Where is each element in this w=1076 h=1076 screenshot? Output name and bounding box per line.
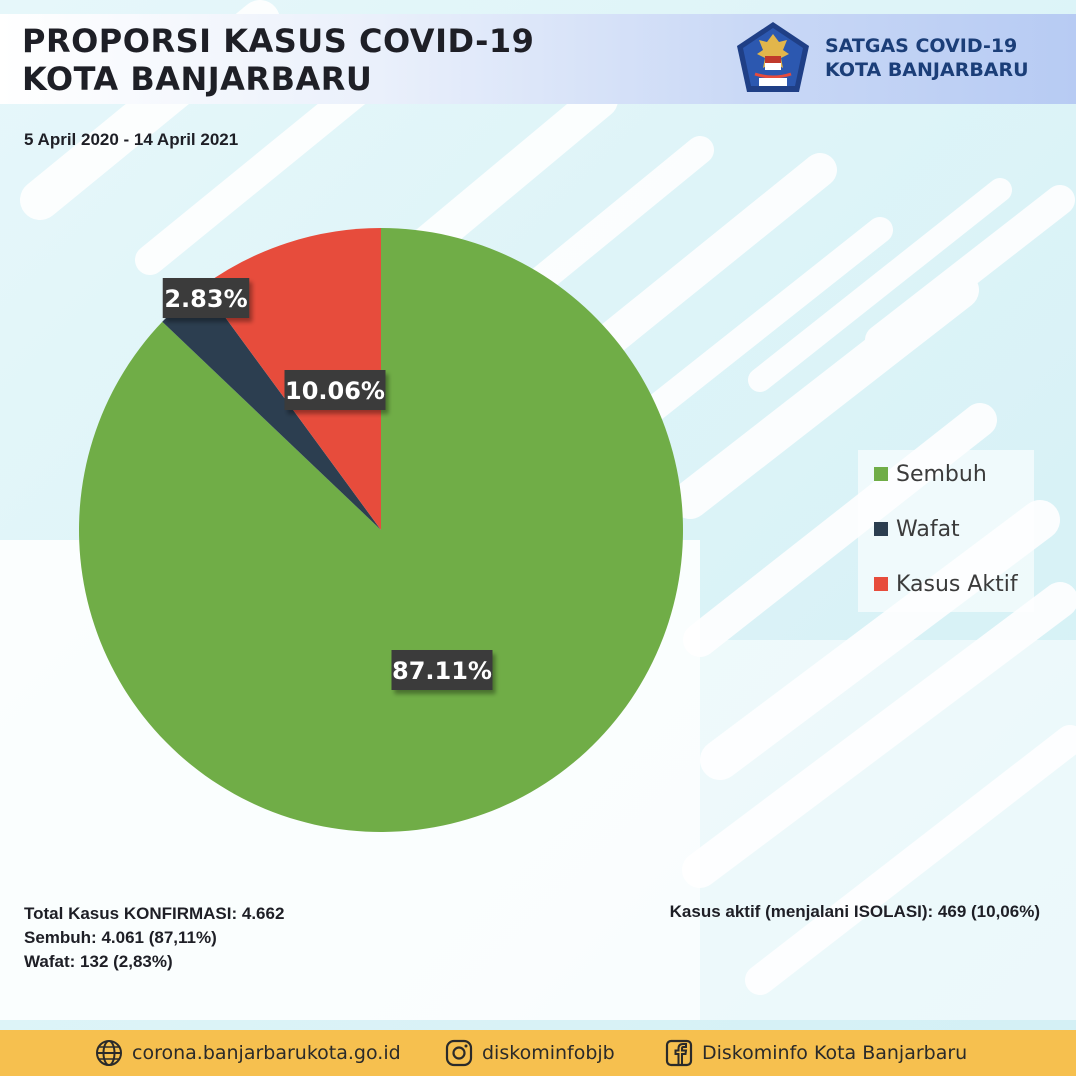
instagram-icon <box>445 1039 473 1067</box>
date-range: 5 April 2020 - 14 April 2021 <box>24 130 239 149</box>
data-label-box <box>162 278 250 318</box>
legend-label-sembuh: Sembuh <box>896 461 987 487</box>
footer-bar: corona.banjarbarukota.go.id diskominfobj… <box>0 1030 1076 1076</box>
data-label-text: 2.83% <box>164 285 247 313</box>
legend-label-kasus-aktif: Kasus Aktif <box>896 571 1018 597</box>
legend-swatch-wafat <box>874 522 888 536</box>
org-name-line-1: SATGAS COVID-19 <box>825 35 1018 57</box>
org-name: SATGAS COVID-19 KOTA BANJARBARU <box>825 34 1029 82</box>
legend-item-kasus-aktif: Kasus Aktif <box>874 571 1018 597</box>
data-label-kasus-aktif: 10.06% <box>284 370 386 410</box>
stats-summary: Total Kasus KONFIRMASI: 4.662 Sembuh: 4.… <box>24 902 284 974</box>
footer-instagram-link[interactable]: diskominfobjb <box>444 1038 615 1068</box>
header-band <box>0 14 1076 104</box>
chart-legend: Sembuh Wafat Kasus Aktif <box>858 450 1034 612</box>
legend-label-wafat: Wafat <box>896 516 960 542</box>
legend-swatch-kasus-aktif <box>874 577 888 591</box>
data-label-wafat: 2.83% <box>162 278 250 318</box>
footer-instagram-text: diskominfobjb <box>482 1042 615 1064</box>
globe-icon <box>96 1040 122 1066</box>
footer-facebook-link[interactable]: Diskominfo Kota Banjarbaru <box>664 1038 967 1068</box>
legend-swatch-sembuh <box>874 467 888 481</box>
stat-total: Total Kasus KONFIRMASI: 4.662 <box>24 904 285 923</box>
pie-slice-wafat <box>162 286 381 530</box>
data-label-box <box>284 370 386 410</box>
stat-kasus-aktif: Kasus aktif (menjalani ISOLASI): 469 (10… <box>669 902 1040 921</box>
data-label-box <box>391 650 493 690</box>
data-label-text: 87.11% <box>392 657 492 685</box>
org-name-line-2: KOTA BANJARBARU <box>825 59 1029 81</box>
stat-wafat: Wafat: 132 (2,83%) <box>24 952 173 971</box>
data-label-sembuh: 87.11% <box>391 650 493 690</box>
legend-item-sembuh: Sembuh <box>874 461 987 487</box>
title-line-1: PROPORSI KASUS COVID-19 <box>22 22 535 60</box>
title-line-2: KOTA BANJARBARU <box>22 60 373 98</box>
footer-facebook-text: Diskominfo Kota Banjarbaru <box>702 1042 968 1064</box>
stat-sembuh: Sembuh: 4.061 (87,11%) <box>24 928 217 947</box>
footer-website-link[interactable]: corona.banjarbarukota.go.id <box>94 1038 401 1068</box>
legend-item-wafat: Wafat <box>874 516 960 542</box>
satgas-logo-icon <box>737 22 809 92</box>
footer-website-text: corona.banjarbarukota.go.id <box>132 1042 401 1064</box>
data-label-text: 10.06% <box>285 377 385 405</box>
page-title: PROPORSI KASUS COVID-19 KOTA BANJARBARU <box>22 22 534 98</box>
facebook-icon <box>665 1039 693 1067</box>
